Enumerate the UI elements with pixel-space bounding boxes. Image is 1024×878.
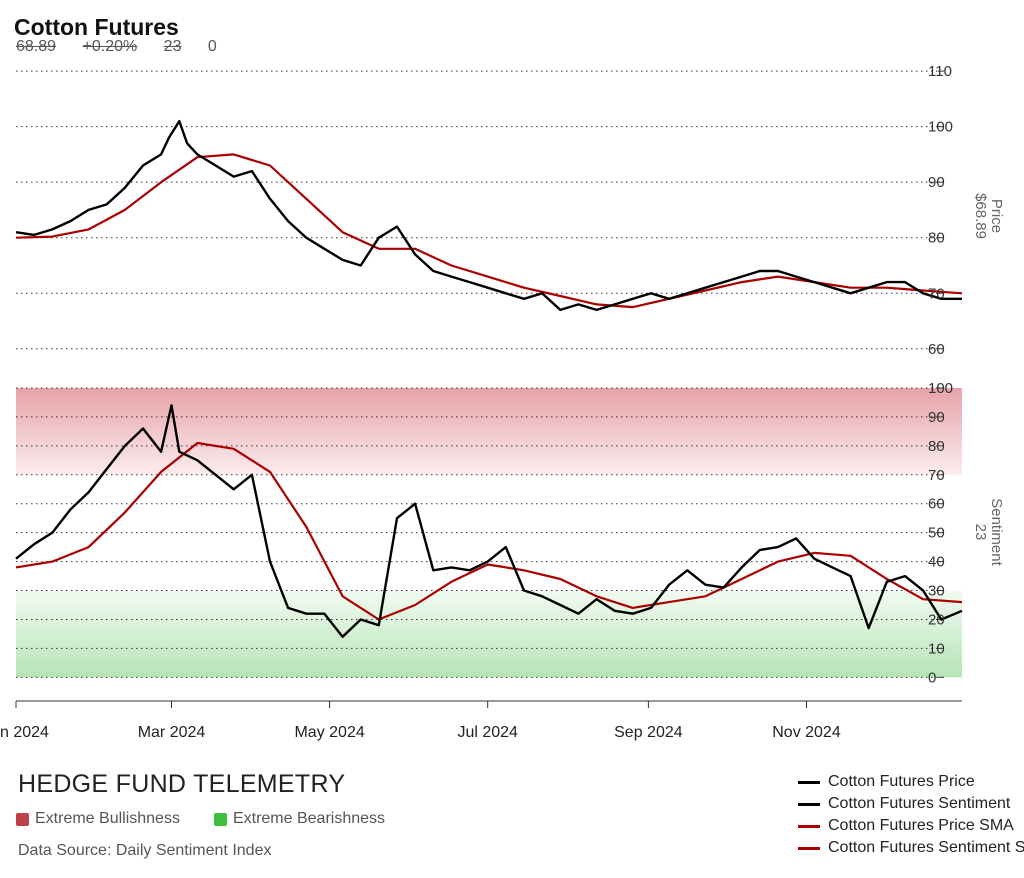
sentiment-tick-label: 80 [928, 438, 945, 455]
sentiment-tick-label: 10 [928, 640, 945, 657]
legend-label-price: Cotton Futures Price [828, 773, 975, 790]
legend-label-sentiment: Cotton Futures Sentiment [828, 795, 1011, 812]
legend-item-sentiment-sma[interactable]: Cotton Futures Sentiment SMA [798, 837, 1024, 859]
sentiment-line [15, 404, 963, 638]
x-tick-label: Mar 2024 [138, 724, 206, 741]
legend-line-price-sma [798, 824, 820, 828]
price-tick-label: 100 [928, 119, 953, 136]
stat-sentiment: 23 [163, 38, 182, 55]
sentiment-tick-label: 50 [928, 525, 945, 542]
price-axis-label: Price [988, 199, 1005, 233]
zone-legend-bullish: Extreme Bullishness [16, 810, 180, 828]
sentiment-sma-line [15, 441, 963, 621]
stat-price: 68.89 [16, 38, 57, 55]
price-axis-value: $68.89 [972, 193, 989, 239]
x-tick-label: Jan 2024 [0, 724, 49, 741]
x-tick-label: Sep 2024 [614, 724, 683, 741]
extreme-bullish-zone [16, 388, 962, 475]
price-tick-label: 60 [928, 341, 945, 358]
legend-label-sentiment-sma: Cotton Futures Sentiment SMA [828, 839, 1024, 856]
price-tick-label: 80 [928, 230, 945, 247]
legend-item-price-sma[interactable]: Cotton Futures Price SMA [798, 815, 1024, 837]
bearish-swatch [213, 812, 227, 826]
x-tick-label: Nov 2024 [772, 724, 841, 741]
legend-item-sentiment[interactable]: Cotton Futures Sentiment [798, 793, 1024, 815]
legend-item-price[interactable]: Cotton Futures Price [798, 771, 1024, 793]
sentiment-tick-label: 90 [928, 409, 945, 426]
legend-line-price [798, 780, 820, 784]
zone-legend-bearish: Extreme Bearishness [213, 810, 386, 828]
price-sma-line [15, 153, 963, 309]
sentiment-tick-label: 70 [928, 467, 945, 484]
price-line [15, 119, 962, 312]
series-legend: Cotton Futures Price Cotton Futures Sent… [798, 771, 1024, 859]
price-tick-label: 90 [928, 174, 945, 191]
bullish-swatch [16, 812, 29, 826]
legend-label-price-sma: Cotton Futures Price SMA [828, 817, 1014, 834]
sentiment-axis-label: Sentiment [988, 498, 1005, 566]
brand-name: HEDGE FUND TELEMETRY [18, 770, 346, 798]
sentiment-tick-label: 40 [928, 554, 945, 571]
price-tick-label: 70 [928, 285, 945, 302]
stat-extra: 0 [207, 38, 217, 55]
stats-row: 68.89 +0.20% 23 0 [16, 38, 239, 56]
sentiment-tick-label: 60 [928, 496, 945, 513]
legend-line-sentiment [798, 802, 820, 806]
chart-area: 60 70 80 90 100 110 0 10 20 30 40 50 60 70 80 90 100 Jan … [0, 63, 1005, 741]
chart-title: Cotton Futures [14, 14, 179, 40]
price-tick-label: 110 [928, 63, 952, 80]
sentiment-tick-label: 0 [928, 669, 936, 686]
bearish-label: Extreme Bearishness [232, 810, 386, 827]
x-tick-label: May 2024 [294, 724, 364, 741]
sentiment-tick-label: 30 [928, 583, 945, 600]
sentiment-tick-label: 20 [928, 611, 945, 628]
extreme-bearish-zone [16, 590, 962, 678]
stat-change: +0.20% [82, 38, 138, 55]
x-tick-label: Jul 2024 [457, 724, 518, 741]
sentiment-axis-value: 23 [972, 524, 989, 541]
legend-line-sentiment-sma [798, 846, 820, 850]
bullish-label: Extreme Bullishness [35, 810, 180, 827]
sentiment-tick-label: 100 [928, 380, 953, 397]
zone-legend: Extreme Bullishness Extreme Bearishness [16, 810, 419, 828]
data-source: Data Source: Daily Sentiment Index [18, 842, 272, 859]
